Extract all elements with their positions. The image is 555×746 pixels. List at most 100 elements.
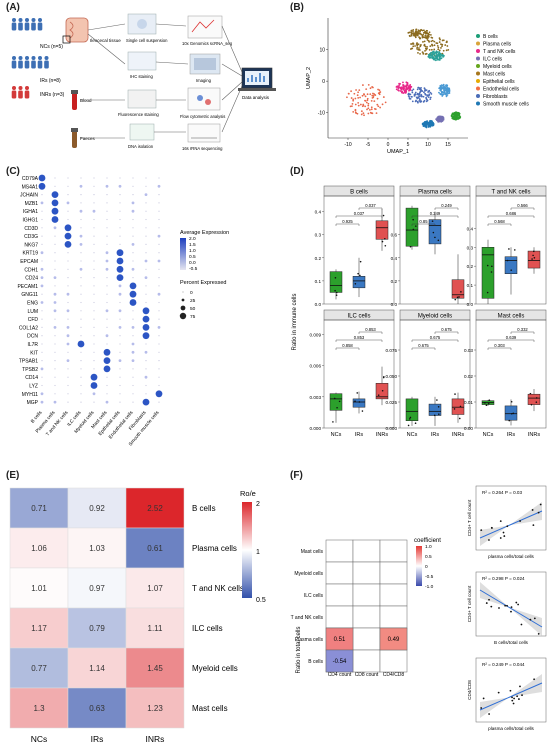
dot-expression bbox=[40, 301, 44, 304]
umap-cell-point bbox=[366, 93, 369, 96]
corr-col-label: CD8 count bbox=[355, 672, 379, 678]
umap-cell-point bbox=[351, 102, 354, 105]
umap-legend-swatch bbox=[476, 86, 480, 91]
umap-cell-point bbox=[414, 36, 417, 39]
umap-legend-label: T and NK cells bbox=[483, 49, 516, 55]
umap-cell-point bbox=[427, 122, 429, 125]
umap-cell-point bbox=[425, 120, 428, 123]
gene-label: CD3D bbox=[24, 226, 38, 232]
box-point bbox=[434, 236, 436, 239]
person-body-icon bbox=[11, 90, 17, 99]
dot-expression bbox=[158, 310, 160, 312]
dot-expression bbox=[41, 326, 43, 328]
scatter-point bbox=[510, 606, 513, 608]
umap-cell-point bbox=[407, 92, 410, 95]
umap-cell-point bbox=[403, 85, 406, 88]
dot-expression bbox=[67, 301, 69, 304]
intestine-icon bbox=[62, 17, 89, 44]
umap-cell-point bbox=[355, 89, 357, 91]
dot-expression bbox=[158, 351, 160, 353]
umap-cell-point bbox=[433, 44, 436, 47]
umap-cell-point bbox=[429, 119, 432, 122]
umap-cell-point bbox=[413, 93, 416, 96]
umap-cell-point bbox=[428, 56, 431, 59]
heatmap-cell bbox=[67, 687, 127, 729]
umap-cell-point bbox=[412, 30, 414, 33]
umap-cell-point bbox=[366, 108, 368, 111]
umap-cell-point bbox=[436, 116, 439, 119]
dot-expression bbox=[92, 392, 96, 396]
gene-label: CD24 bbox=[25, 276, 38, 282]
box-point bbox=[414, 422, 417, 424]
person-icon bbox=[12, 86, 16, 90]
dot-expression bbox=[79, 209, 83, 213]
umap-legend-label: Myeloid cells bbox=[483, 64, 512, 70]
umap-cell-point bbox=[414, 91, 417, 94]
scatter-point bbox=[513, 697, 515, 700]
pvalue-label: 0.675 bbox=[418, 343, 429, 348]
umap-cell-point bbox=[419, 44, 422, 47]
dot-expression bbox=[105, 259, 109, 263]
dot-expression bbox=[93, 293, 95, 295]
boxplot-ytick: 0.000 bbox=[310, 426, 322, 431]
box-point bbox=[488, 399, 491, 401]
umap-cell-point bbox=[361, 94, 364, 97]
dot-expression bbox=[64, 241, 72, 248]
dot-expression bbox=[132, 252, 134, 254]
umap-cell-point bbox=[411, 100, 414, 103]
scatter-point bbox=[499, 537, 502, 539]
umap-legend-label: Endothelial cells bbox=[483, 87, 520, 93]
umap-cell-point bbox=[429, 33, 432, 36]
heatmap-cell bbox=[67, 527, 127, 569]
corr-cell bbox=[379, 561, 408, 585]
umap-cell-point bbox=[409, 84, 412, 86]
dot-expression bbox=[41, 194, 43, 196]
roe-colorbar bbox=[242, 502, 252, 598]
umap-cell-point bbox=[410, 29, 413, 32]
box-point bbox=[414, 225, 417, 227]
dot-expression bbox=[67, 368, 69, 370]
umap-xtick: 10 bbox=[425, 142, 431, 148]
umap-cell-point bbox=[429, 98, 432, 101]
person-body-icon bbox=[24, 60, 30, 69]
gene-label: DCN bbox=[27, 334, 38, 340]
dot-expression bbox=[80, 401, 82, 403]
step-imaging-icon bbox=[189, 53, 221, 75]
dot-expression bbox=[77, 340, 85, 348]
dot-expression bbox=[106, 384, 108, 387]
dot-expression bbox=[67, 177, 69, 179]
umap-cell-point bbox=[423, 91, 425, 94]
umap-ylabel: UMAP_2 bbox=[306, 67, 312, 89]
boxplot-ytick: 0.4 bbox=[391, 256, 398, 261]
person-body-icon bbox=[18, 60, 23, 69]
umap-cell-point bbox=[367, 102, 370, 105]
pvalue-label: 0.037 bbox=[354, 211, 365, 216]
scatter-point bbox=[497, 691, 500, 694]
corr-cell bbox=[379, 583, 408, 607]
person-icon bbox=[38, 18, 42, 22]
dot-expression bbox=[41, 260, 43, 262]
boxplot-ytick: 0.025 bbox=[386, 400, 398, 405]
pvalue-label: 0.303 bbox=[494, 343, 505, 348]
umap-cell-point bbox=[453, 116, 456, 119]
dot-expression bbox=[38, 182, 46, 190]
dot-expression bbox=[54, 285, 56, 287]
umap-cell-point bbox=[369, 111, 372, 114]
gene-label: KRT19 bbox=[23, 251, 39, 257]
subplot-frame bbox=[399, 195, 471, 305]
umap-cell-point bbox=[429, 45, 432, 48]
panel-label-d: (D) bbox=[290, 166, 304, 177]
umap-cell-point bbox=[357, 101, 360, 104]
step-single-cell: Single cell suspension bbox=[126, 38, 168, 43]
dot-expression bbox=[80, 194, 82, 196]
box-point bbox=[333, 397, 336, 400]
dot-expression bbox=[40, 201, 44, 205]
person-body-icon bbox=[44, 60, 49, 69]
umap-cell-point bbox=[427, 96, 430, 99]
corr-row-label: ILC cells bbox=[304, 593, 324, 599]
box-point bbox=[513, 249, 516, 251]
umap-cell-point bbox=[415, 28, 418, 31]
box-point bbox=[359, 260, 362, 263]
scatter-point bbox=[519, 520, 521, 522]
step-fluorescence: Fluorescence staining bbox=[118, 112, 159, 117]
